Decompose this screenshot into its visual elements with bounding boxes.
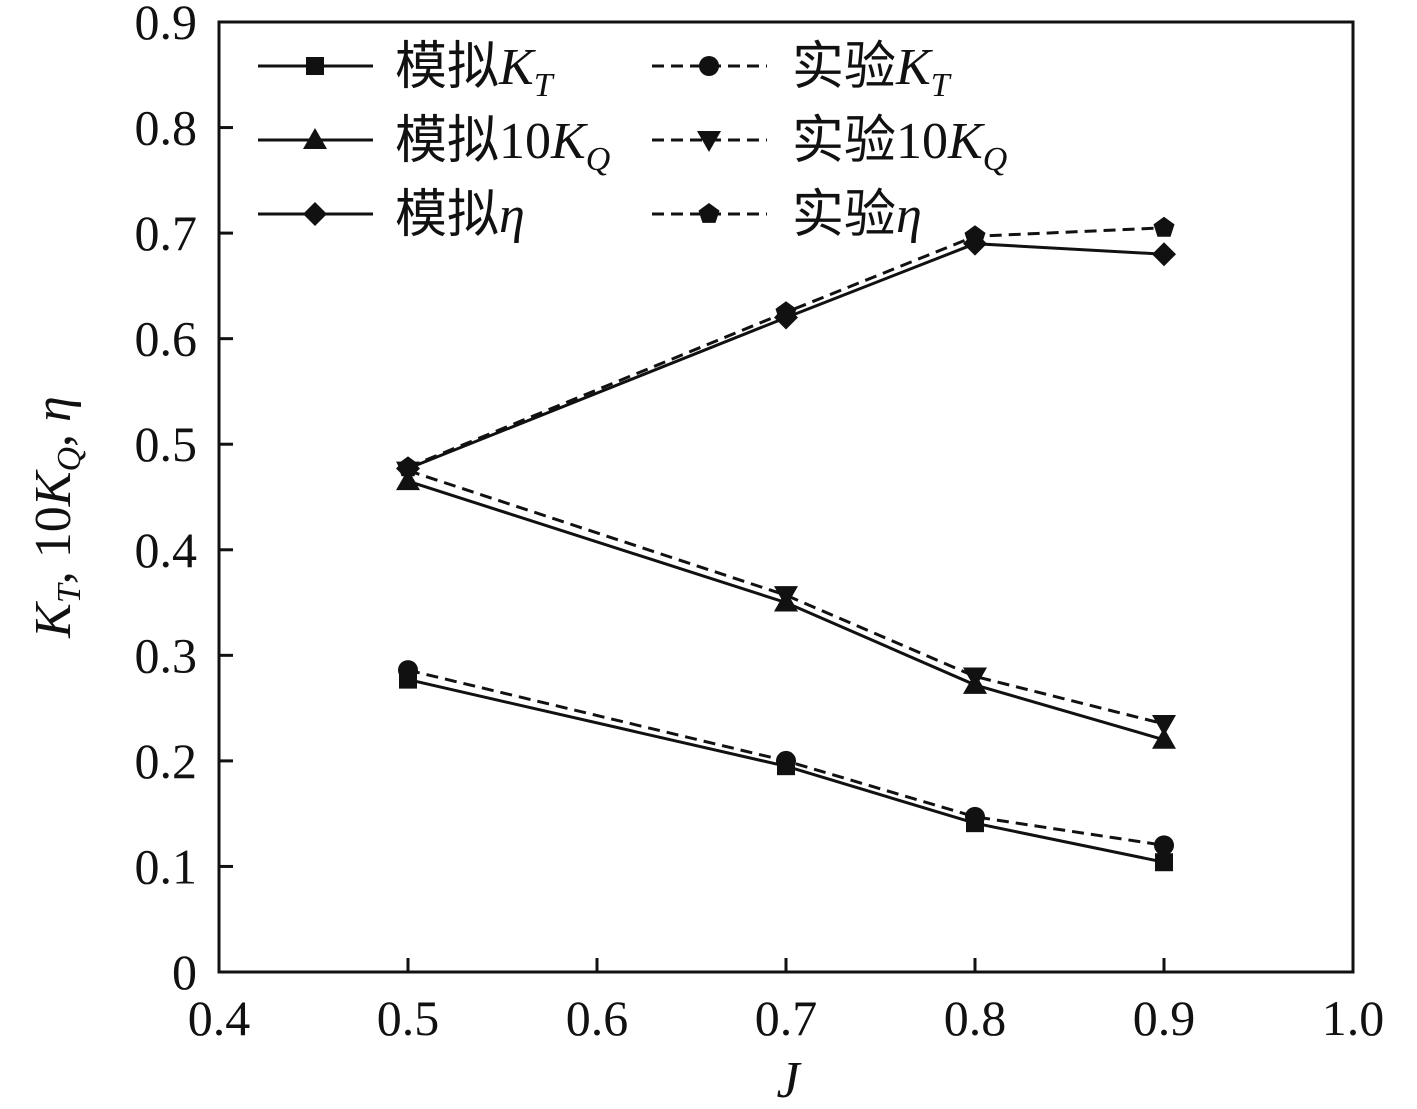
data-point-exp-10kq [963,667,987,689]
y-title-comma: , [25,434,82,447]
data-point-exp-10kq [1152,714,1176,736]
series-line-sim-10kq [407,479,1165,742]
y-tick-label: 0.2 [135,733,198,789]
data-point-sim-10kq [1152,727,1176,749]
legend-label-symbol: K [895,39,933,96]
legend-label-symbol: K [498,39,536,96]
legend-label-subscript: Q [983,141,1008,178]
y-title-t-subscript: T [51,582,88,603]
legend-label-symbol: K [550,113,588,170]
legend-label-zh: 实验 [792,187,896,244]
series-sim-10kq [396,469,1176,749]
legend-marker [306,57,324,75]
series-layer [396,216,1176,872]
legend-label-symbol: η [499,187,525,244]
legend-label-zh: 模拟10 [395,113,551,170]
series-line-exp-10kq [407,469,1165,726]
legend-label: 实验KT [792,39,952,104]
y-tick-label: 0.4 [135,522,198,578]
data-point-exp-kt [398,660,418,681]
legend-label-subscript: T [534,67,555,104]
y-title-k2: K [25,469,82,507]
y-tick-label: 0.7 [135,205,198,261]
y-tick-label: 0.5 [135,416,198,472]
series-exp-10kq [396,461,1176,736]
legend-marker [699,56,719,76]
data-point-exp-eta [397,456,419,477]
x-tick-label: 0.9 [1133,990,1196,1046]
legend-marker [698,203,720,223]
legend-marker [303,202,327,226]
legend-label: 模拟KT [395,39,555,104]
data-point-sim-kt [1155,853,1173,872]
series-line-sim-eta [407,242,1165,470]
x-tick-label: 0.5 [377,990,440,1046]
plot-frame [217,20,1355,974]
legend-marker [303,128,327,149]
data-point-exp-kt [1154,835,1174,856]
series-line-exp-eta [407,226,1165,469]
series-sim-kt [399,670,1173,872]
legend-label-zh: 模拟 [395,39,499,96]
y-tick-label: 0.9 [135,0,198,50]
legend-item-exp-10kq: 实验10KQ [652,113,1007,178]
data-point-exp-kt [965,806,985,827]
series-exp-kt [398,660,1174,856]
legend-label-symbol: η [896,187,922,244]
legend-label-zh: 模拟 [395,187,499,244]
legend-item-sim-kt: 模拟KT [258,39,555,104]
y-title-q-subscript: Q [51,447,88,472]
legend-label-subscript: Q [586,141,611,178]
legend-item-exp-eta: 实验η [652,187,922,244]
series-exp-eta [397,216,1175,477]
legend-marker [697,131,721,152]
x-tick-label: 0.6 [566,990,629,1046]
tick-marks [217,20,1355,974]
legend-label-subscript: T [931,67,952,104]
series-sim-eta [396,231,1176,481]
data-point-exp-eta [1153,216,1175,237]
y-title-mid: , 10 [25,506,82,584]
y-tick-label: 0 [172,944,197,1000]
data-point-exp-10kq [774,586,798,608]
legend-label: 实验η [792,187,922,244]
y-title-k: K [25,601,82,639]
legend-item-exp-kt: 实验KT [652,39,952,104]
legend-label: 模拟10KQ [395,113,610,178]
y-tick-label: 0.8 [135,100,198,156]
y-axis-title: KT, 10KQ,η [25,396,88,639]
data-point-exp-eta [775,301,797,322]
x-axis-title: J [776,1052,802,1109]
data-point-sim-eta [1152,242,1176,267]
series-line-sim-kt [407,678,1165,864]
legend-item-sim-eta: 模拟η [258,187,525,244]
legend-label-zh: 实验 [792,39,896,96]
legend-label-zh: 实验10 [792,113,948,170]
y-tick-labels: 0 0.1 0.2 0.3 0.4 0.5 0.6 0.7 0.8 0.9 [135,0,198,1000]
legend-label: 模拟η [395,187,525,244]
x-tick-label: 1.0 [1322,990,1385,1046]
data-point-exp-kt [776,750,796,771]
x-tick-label: 0.8 [944,990,1007,1046]
y-tick-label: 0.6 [135,311,198,367]
y-tick-label: 0.1 [135,838,198,894]
legend-label: 实验10KQ [792,113,1007,178]
x-tick-label: 0.7 [755,990,818,1046]
x-tick-label: 0.4 [188,990,251,1046]
legend-label-symbol: K [947,113,985,170]
y-tick-label: 0.3 [135,627,198,683]
data-point-exp-eta [964,225,986,246]
x-tick-labels: 0.4 0.5 0.6 0.7 0.8 0.9 1.0 [188,990,1385,1046]
series-line-exp-kt [407,668,1165,847]
legend-item-sim-10kq: 模拟10KQ [258,113,610,178]
y-title-eta: η [25,396,82,422]
